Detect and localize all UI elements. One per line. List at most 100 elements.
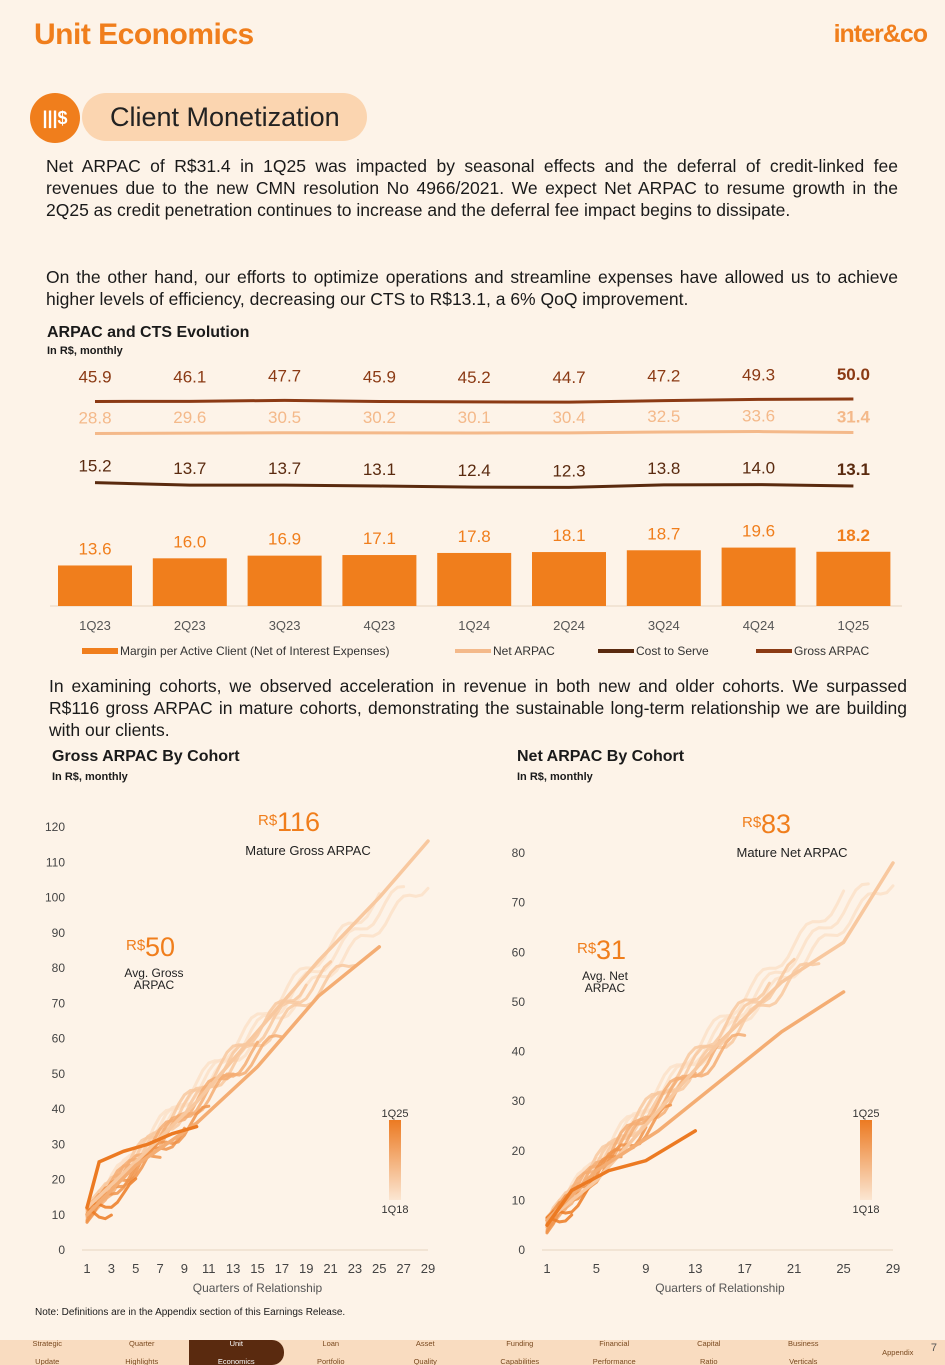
chart-title-arpac-cts: ARPAC and CTS Evolution (47, 324, 250, 341)
cost-to-serve-label: 15.2 (78, 457, 111, 476)
legend-cost-to-serve-label: Cost to Serve (636, 644, 709, 658)
x-tick-label: 5 (593, 1261, 600, 1276)
x-tick-label: 3Q24 (648, 618, 680, 633)
bar-margin-2Q24 (532, 552, 606, 606)
section-nav: Strategic Update Quarter Highlights Unit Econ… (0, 1339, 945, 1365)
x-tick-label: 1Q24 (458, 618, 490, 633)
legend-margin-swatch (82, 648, 118, 654)
legend-bottom-label: 1Q18 (853, 1204, 880, 1216)
arpac-cts-chart: 13.6 1Q23 16.0 2Q23 16.9 3Q23 17.1 4Q23 17.8 1Q24… (50, 365, 902, 658)
nav-tab-quarter-highlights[interactable]: Quarter Highlights (125, 1339, 159, 1365)
cohort-line (85, 1177, 138, 1210)
legend-margin-label: Margin per Active Client (Net of Interes… (120, 644, 389, 658)
cost-to-serve-label: 12.3 (552, 461, 585, 480)
x-tick-label: 1Q23 (79, 618, 111, 633)
gross-arpac-line (94, 397, 854, 404)
y-tick-label: 10 (52, 1208, 66, 1222)
mature-value: 83 (761, 809, 791, 839)
chart-subtitle-net-cohort: In R$, monthly (517, 771, 593, 783)
x-tick-label: 13 (226, 1261, 240, 1276)
legend-top-label: 1Q25 (853, 1108, 880, 1120)
nav-tab-funding-capabilities[interactable]: Funding Capabilities (500, 1339, 540, 1365)
cohort-series-line (85, 839, 430, 1210)
net-arpac-label: 33.6 (742, 407, 775, 426)
y-tick-label: 20 (512, 1144, 526, 1158)
y-tick-label: 50 (52, 1067, 66, 1081)
cohort-series-line (85, 1124, 199, 1210)
paragraph-efficiency: On the other hand, our efforts to optimi… (46, 267, 898, 309)
net-arpac-label: 30.4 (552, 408, 585, 427)
gross-arpac-label: 47.7 (268, 366, 301, 385)
nav-tab-appendix[interactable]: Appendix (882, 1348, 914, 1357)
mature-label: Mature Net ARPAC (736, 845, 847, 860)
cohort-color-scale (389, 1120, 401, 1200)
x-axis-label: Quarters of Relationship (655, 1281, 785, 1295)
bar-margin-1Q25 (816, 551, 891, 606)
bar-label: 19.6 (742, 522, 775, 541)
x-tick-label: 19 (299, 1261, 313, 1276)
cohort-series-line (545, 861, 895, 1222)
x-tick-label: 27 (396, 1261, 410, 1276)
cohort-series-line (85, 945, 382, 1217)
nav-tab-loan-portfolio[interactable]: Loan Portfolio (316, 1339, 345, 1365)
bar-label: 16.0 (173, 532, 206, 551)
page-number: 7 (930, 1342, 937, 1354)
cost-to-serve-label: 13.1 (837, 460, 870, 479)
nav-tab-financial-performance[interactable]: Financial Performance (592, 1339, 636, 1365)
legend-net-arpac-label: Net ARPAC (493, 644, 555, 658)
x-tick-label: 29 (886, 1261, 900, 1276)
avg-label: Avg. Gross (124, 966, 183, 980)
bar-label: 18.7 (647, 524, 680, 543)
avg-value: 50 (145, 932, 175, 962)
y-tick-label: 100 (45, 891, 65, 905)
nav-tab-business-verticals[interactable]: Business Verticals (788, 1339, 819, 1365)
bar-margin-1Q24 (437, 552, 512, 606)
x-tick-label: 23 (348, 1261, 362, 1276)
net-arpac-label: 30.2 (363, 408, 396, 427)
mature-value: 116 (277, 807, 320, 837)
bar-margin-4Q23 (342, 555, 417, 606)
x-axis-label: Quarters of Relationship (193, 1281, 323, 1295)
cost-to-serve-label: 13.7 (173, 459, 206, 478)
x-tick-label: 9 (642, 1261, 649, 1276)
nav-tab-asset-quality[interactable]: Asset Quality (413, 1339, 437, 1365)
net-arpac-label: 30.5 (268, 408, 301, 427)
x-tick-label: 1 (83, 1261, 90, 1276)
y-tick-label: 80 (52, 961, 66, 975)
cost-to-serve-line (94, 481, 854, 489)
x-tick-label: 11 (202, 1261, 216, 1276)
net-arpac-cohort-chart: 0 10 20 30 40 50 60 70 80 1 5 9 13 17 21 25 29 Quarters o… (512, 809, 901, 1295)
bar-label: 18.2 (837, 526, 870, 545)
gross-arpac-label: 45.9 (78, 367, 111, 386)
bar-label: 17.8 (458, 527, 491, 546)
bar-label: 13.6 (78, 539, 111, 558)
chart-subtitle-gross-cohort: In R$, monthly (52, 771, 128, 783)
gross-arpac-label: 49.3 (742, 365, 775, 384)
y-tick-label: 80 (512, 846, 526, 860)
y-tick-label: 120 (45, 820, 65, 834)
y-tick-label: 30 (512, 1094, 526, 1108)
section-title: Client Monetization (82, 93, 367, 141)
nav-tab-unit-economics[interactable]: Unit Economics (189, 1339, 284, 1365)
legend-net-arpac-swatch (455, 649, 491, 653)
x-tick-label: 29 (421, 1261, 435, 1276)
y-tick-label: 40 (52, 1102, 66, 1116)
x-tick-label: 17 (737, 1261, 751, 1276)
gross-arpac-label: 44.7 (552, 368, 585, 387)
x-tick-label: 7 (156, 1261, 163, 1276)
nav-tab-capital-ratio[interactable]: Capital Ratio (697, 1339, 721, 1365)
net-arpac-line (94, 430, 854, 435)
cohort-line (545, 962, 821, 1235)
cost-to-serve-label: 13.7 (268, 459, 301, 478)
x-tick-label: 17 (275, 1261, 289, 1276)
bar-label: 16.9 (268, 530, 301, 549)
y-tick-label: 90 (52, 926, 66, 940)
nav-tab-strategic-update[interactable]: Strategic Update (32, 1339, 63, 1365)
x-tick-label: 15 (250, 1261, 264, 1276)
brand-logo: inter&co (833, 20, 928, 48)
net-arpac-label: 29.6 (173, 408, 206, 427)
chart-subtitle-arpac-cts: In R$, monthly (47, 345, 123, 357)
net-arpac-label: 28.8 (78, 408, 111, 427)
y-tick-label: 0 (518, 1243, 525, 1257)
cohort-line (85, 1104, 211, 1224)
